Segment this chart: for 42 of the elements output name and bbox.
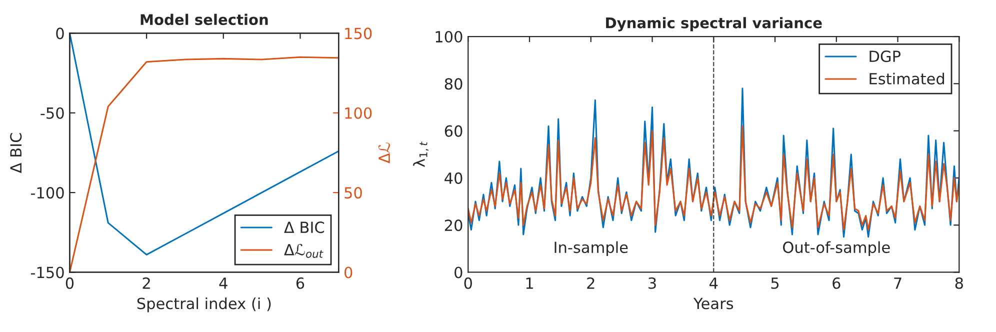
line-series — [468, 125, 960, 231]
y-tick-label: -50 — [40, 107, 64, 119]
y-tick-label: 60 — [444, 125, 462, 137]
x-tick-label: 8 — [955, 277, 963, 289]
y2-tick-label: 0 — [344, 266, 352, 278]
x-tick-label: 5 — [771, 278, 779, 289]
x-tick-label: 3 — [648, 277, 656, 289]
y-tick-label: 100 — [436, 30, 462, 43]
x-tick-label: 1 — [526, 278, 533, 289]
x-tick-label: 6 — [296, 277, 304, 289]
y-tick-label: 20 — [444, 220, 462, 232]
x-axis-title: Years — [693, 298, 734, 310]
y-axis-title: Δ BIC — [10, 133, 22, 174]
y-tick-label: 40 — [444, 172, 462, 184]
x-tick-label: 2 — [142, 277, 150, 289]
x-tick-label: 0 — [464, 277, 472, 289]
x-axis-title: Spectral index (i ) — [137, 297, 271, 312]
line-series — [468, 88, 960, 238]
y-tick-label: -100 — [30, 187, 64, 199]
x-tick-label: 7 — [894, 278, 902, 289]
y2-tick-label: 100 — [345, 107, 372, 119]
y-tick-label: 0 — [454, 266, 462, 278]
y-axis-title: λ$_{1,t}$ — [413, 141, 428, 167]
legend-label: DGP — [870, 50, 901, 62]
x-tick-label: 4 — [710, 278, 718, 289]
y2-axis-title: Δℒ — [378, 142, 390, 164]
x-tick-label: 4 — [219, 278, 228, 289]
y-tick-label: 80 — [444, 78, 462, 90]
chart-title: Model selection — [140, 14, 268, 26]
x-tick-label: 6 — [832, 277, 840, 289]
legend-label: Δ BIC — [284, 222, 324, 234]
legend-label: Δℒ$_{out}$ — [284, 244, 324, 258]
y2-tick-label: 150 — [345, 28, 372, 40]
y-tick-label: -150 — [30, 266, 64, 278]
y-tick-label: 0 — [56, 28, 64, 40]
chart-title: Dynamic spectral variance — [606, 17, 822, 32]
annotation: Out-of-sample — [783, 241, 890, 256]
x-tick-label: 2 — [587, 277, 594, 289]
x-tick-label: 0 — [66, 277, 74, 289]
annotation: In-sample — [554, 241, 628, 256]
y2-tick-label: 50 — [344, 187, 362, 199]
legend-label: Estimated — [870, 72, 944, 85]
